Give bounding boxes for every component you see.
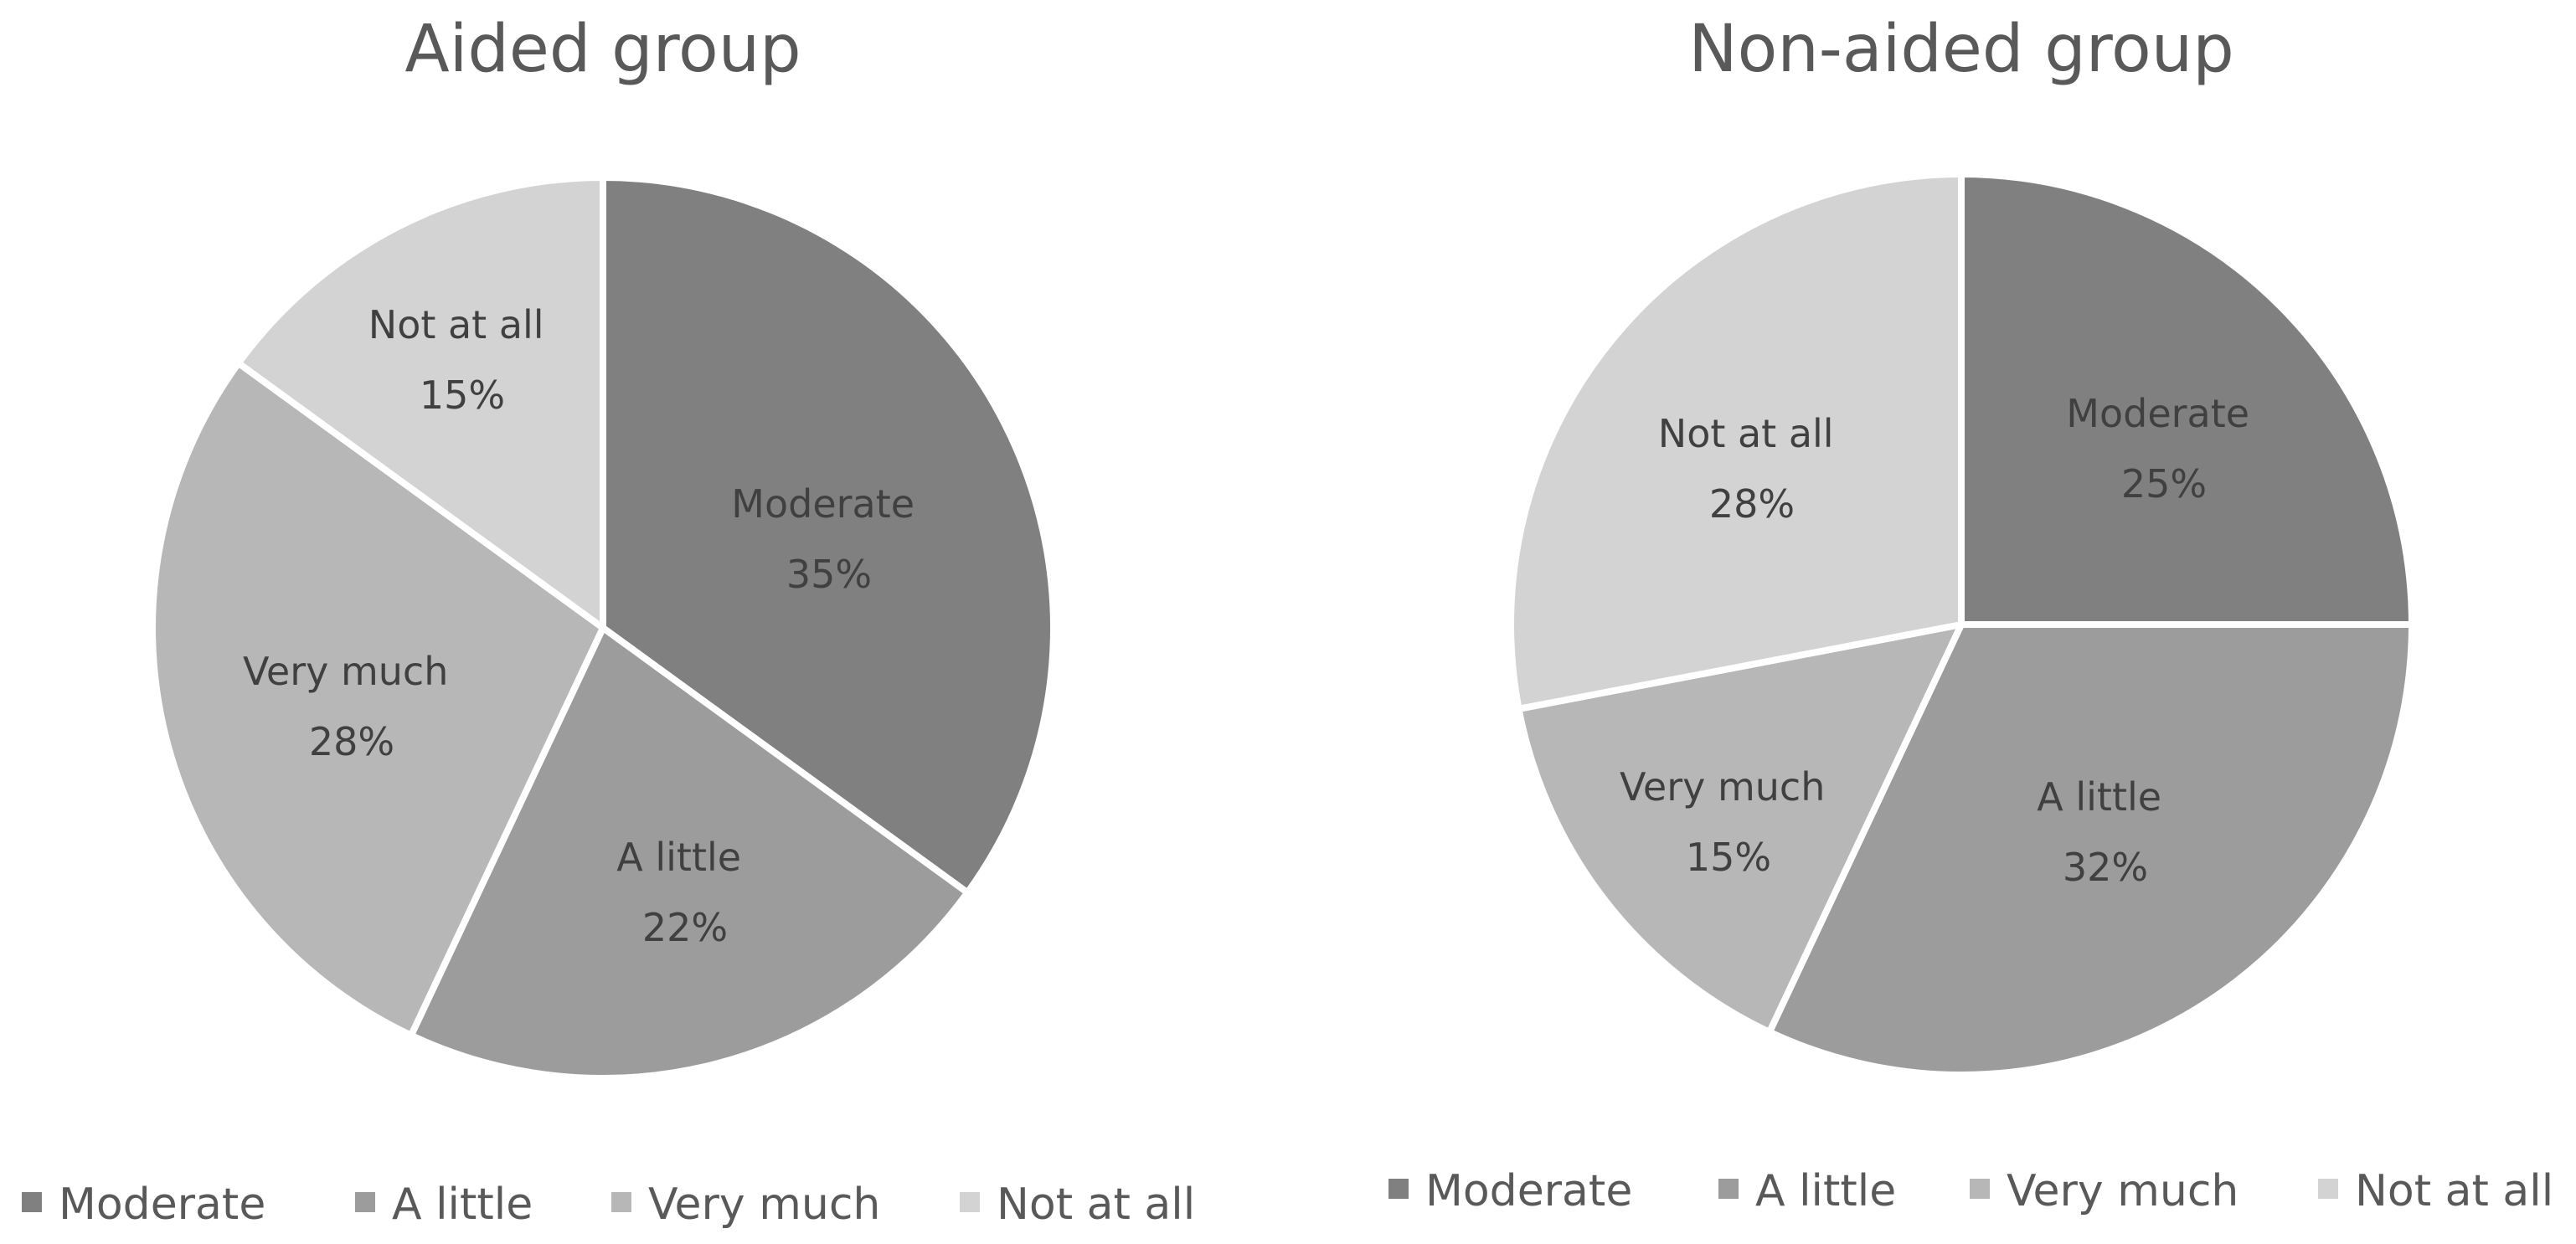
nonaided-label-not-at-all: Not at all 28% (1658, 411, 1846, 527)
aided-legend-label-moderate: Moderate (59, 1180, 265, 1230)
nonaided-label-very-much-category: Very much (1620, 764, 1825, 810)
nonaided-legend-item-very-much: Very much (1970, 1166, 2239, 1216)
nonaided-label-moderate: Moderate 25% (2066, 391, 2261, 506)
aided-legend-label-a-little: A little (392, 1180, 533, 1230)
nonaided-legend-swatch-not-at-all (2318, 1179, 2338, 1199)
aided-label-very-much: Very much 28% (243, 649, 461, 764)
aided-legend-label-not-at-all: Not at all (997, 1180, 1195, 1230)
aided-label-not-at-all-category: Not at all (368, 302, 544, 347)
aided-legend-swatch-not-at-all (960, 1192, 980, 1212)
nonaided-legend-item-not-at-all: Not at all (2318, 1166, 2553, 1216)
nonaided-label-not-at-all-value: 28% (1709, 481, 1795, 527)
nonaided-legend-label-moderate: Moderate (1425, 1166, 1632, 1216)
nonaided-label-a-little-category: A little (2037, 774, 2161, 820)
aided-legend-label-very-much: Very much (648, 1180, 880, 1230)
aided-legend-swatch-moderate (22, 1192, 42, 1212)
aided-slice-labels: Moderate 35% A little 22% Very much 28% … (243, 302, 926, 950)
nonaided-legend-label-a-little: A little (1755, 1166, 1896, 1216)
aided-legend-item-not-at-all: Not at all (960, 1180, 1195, 1230)
aided-label-moderate: Moderate 35% (731, 481, 926, 597)
aided-label-moderate-category: Moderate (731, 481, 914, 527)
nonaided-legend-label-not-at-all: Not at all (2355, 1166, 2553, 1216)
nonaided-slice-labels: Moderate 25% A little 32% Very much 15% … (1620, 391, 2261, 890)
aided-label-very-much-category: Very much (243, 649, 448, 694)
aided-legend-swatch-very-much (611, 1192, 631, 1212)
nonaided-legend-swatch-very-much (1970, 1179, 1990, 1199)
aided-slice-moderate (600, 174, 1057, 897)
nonaided-label-a-little: A little 32% (2037, 774, 2173, 890)
nonaided-chart-title: Non-aided group (1688, 12, 2233, 87)
nonaided-slice-moderate (1958, 171, 2415, 628)
aided-legend-item-very-much: Very much (611, 1180, 880, 1230)
nonaided-chart: Non-aided group Moderate 25% A little 32… (1388, 12, 2553, 1216)
nonaided-legend-swatch-moderate (1388, 1179, 1409, 1199)
aided-chart: Aided group Moderate 35% A little 22% Ve… (22, 12, 1195, 1230)
aided-slice-not-at-all (234, 174, 606, 631)
nonaided-label-very-much: Very much 15% (1620, 764, 1837, 880)
nonaided-legend: Moderate A little Very much Not at all (1388, 1166, 2553, 1216)
nonaided-label-a-little-value: 32% (2063, 845, 2148, 890)
aided-legend-item-a-little: A little (355, 1180, 533, 1230)
nonaided-slice-a-little (1765, 621, 2415, 1078)
aided-pie (149, 174, 1057, 1082)
nonaided-pie (1507, 171, 2415, 1078)
nonaided-slice-not-at-all (1507, 171, 1965, 712)
aided-label-not-at-all: Not at all 15% (368, 302, 556, 418)
nonaided-legend-item-a-little: A little (1718, 1166, 1896, 1216)
aided-label-moderate-value: 35% (786, 552, 872, 597)
nonaided-label-moderate-category: Moderate (2066, 391, 2249, 436)
aided-chart-title: Aided group (404, 12, 801, 87)
nonaided-legend-label-very-much: Very much (2007, 1166, 2239, 1216)
aided-label-not-at-all-value: 15% (420, 373, 505, 418)
nonaided-label-very-much-value: 15% (1686, 835, 1771, 880)
aided-label-a-little: A little 22% (616, 835, 753, 950)
nonaided-label-not-at-all-category: Not at all (1658, 411, 1834, 456)
aided-label-a-little-value: 22% (642, 905, 728, 950)
nonaided-label-moderate-value: 25% (2121, 461, 2207, 506)
aided-legend: Moderate A little Very much Not at all (22, 1180, 1195, 1230)
nonaided-slice-very-much (1515, 621, 1965, 1036)
aided-legend-swatch-a-little (355, 1192, 375, 1212)
nonaided-legend-swatch-a-little (1718, 1179, 1739, 1199)
nonaided-legend-item-moderate: Moderate (1388, 1166, 1632, 1216)
aided-legend-item-moderate: Moderate (22, 1180, 265, 1230)
aided-label-a-little-category: A little (616, 835, 741, 880)
aided-label-very-much-value: 28% (309, 719, 394, 764)
aided-slice-very-much (149, 359, 606, 1039)
